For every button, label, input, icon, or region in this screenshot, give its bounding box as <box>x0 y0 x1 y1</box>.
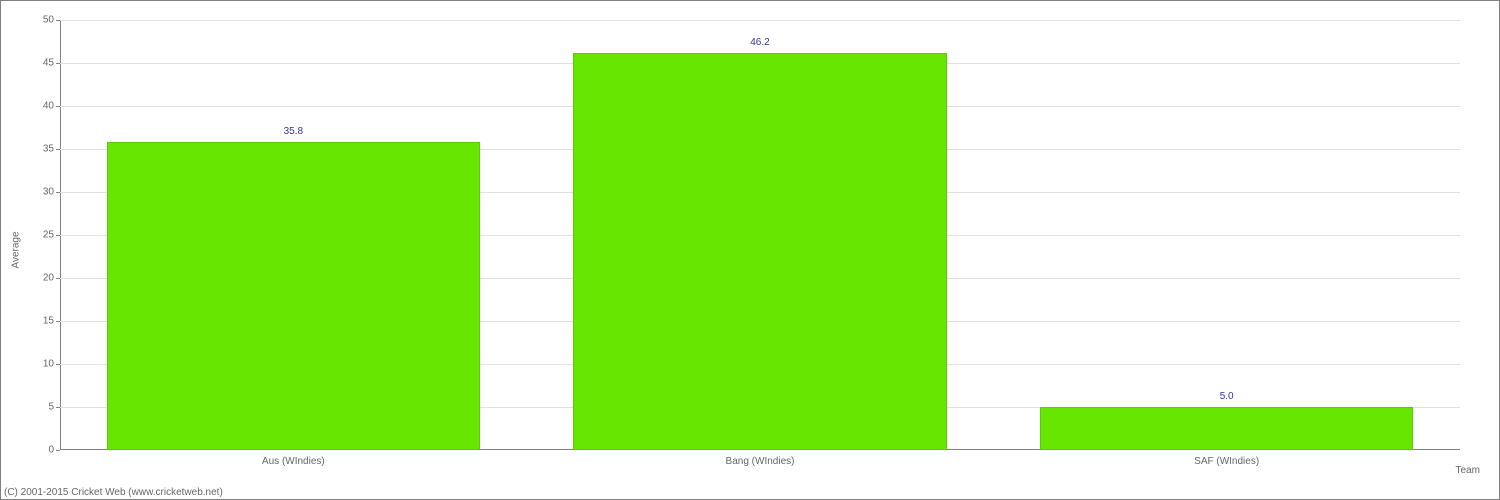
ytick-label: 35 <box>43 144 54 155</box>
ytick-mark <box>56 20 60 21</box>
bar-value-label: 46.2 <box>750 37 769 48</box>
ytick-mark <box>56 407 60 408</box>
ytick-label: 45 <box>43 58 54 69</box>
ytick-label: 5 <box>48 402 54 413</box>
xtick-label: Bang (WIndies) <box>726 456 795 467</box>
ytick-label: 15 <box>43 316 54 327</box>
ytick-mark <box>56 235 60 236</box>
copyright-text: (C) 2001-2015 Cricket Web (www.cricketwe… <box>4 487 223 498</box>
ytick-label: 50 <box>43 15 54 26</box>
xtick-label: SAF (WIndies) <box>1194 456 1259 467</box>
ytick-mark <box>56 278 60 279</box>
ytick-mark <box>56 321 60 322</box>
ytick-label: 25 <box>43 230 54 241</box>
ytick-mark <box>56 106 60 107</box>
bar: 46.2 <box>573 53 946 450</box>
gridline <box>60 20 1460 21</box>
xtick-label: Aus (WIndies) <box>262 456 325 467</box>
y-axis-title: Average <box>11 231 22 268</box>
chart-plot-area: 0510152025303540455035.8Aus (WIndies)46.… <box>60 20 1460 450</box>
x-axis-title: Team <box>1456 465 1480 476</box>
bar: 5.0 <box>1040 407 1413 450</box>
ytick-mark <box>56 192 60 193</box>
ytick-mark <box>56 450 60 451</box>
ytick-label: 0 <box>48 445 54 456</box>
ytick-label: 40 <box>43 101 54 112</box>
ytick-mark <box>56 63 60 64</box>
bar-value-label: 5.0 <box>1220 391 1234 402</box>
ytick-mark <box>56 364 60 365</box>
bar: 35.8 <box>107 142 480 450</box>
ytick-mark <box>56 149 60 150</box>
bar-value-label: 35.8 <box>284 126 303 137</box>
ytick-label: 10 <box>43 359 54 370</box>
ytick-label: 20 <box>43 273 54 284</box>
ytick-label: 30 <box>43 187 54 198</box>
